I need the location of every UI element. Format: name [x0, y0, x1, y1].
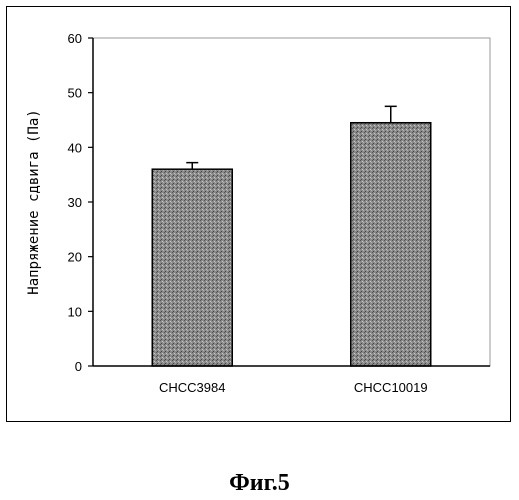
y-tick-label: 0 — [75, 359, 82, 374]
bar-chcc10019 — [351, 123, 431, 366]
bar-chart: 0 10 20 30 40 50 60 CHCC3984 CHCC10019 Напряжен… — [0, 0, 519, 430]
category-label: CHCC10019 — [354, 380, 428, 395]
category-label: CHCC3984 — [159, 380, 225, 395]
y-tick-label: 40 — [68, 140, 82, 155]
figure-caption: Фиг.5 — [0, 470, 519, 497]
y-axis-label: Напряжение сдвига (Па) — [26, 109, 42, 294]
y-tick-label: 30 — [68, 195, 82, 210]
bar-chcc3984 — [152, 169, 232, 366]
y-tick-label: 10 — [68, 304, 82, 319]
y-tick-label: 20 — [68, 250, 82, 265]
y-tick-label: 50 — [68, 86, 82, 101]
y-tick-label: 60 — [68, 31, 82, 46]
